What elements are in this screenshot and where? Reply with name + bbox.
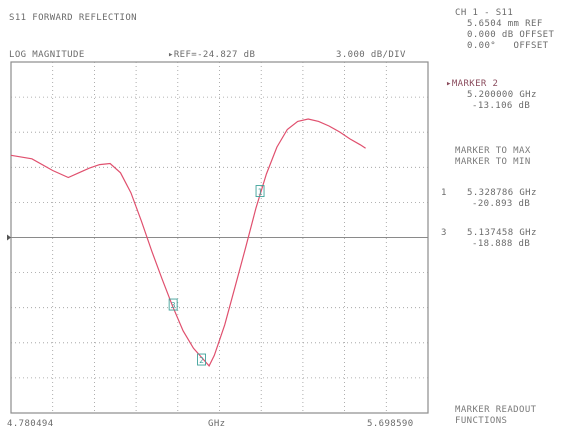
format-label: LOG MAGNITUDE — [9, 50, 85, 60]
marker-3-value: -18.888 dB — [472, 239, 531, 249]
active-marker-frequency: 5.200000 GHz — [467, 90, 537, 100]
x-start-label: 4.780494 — [7, 419, 54, 429]
marker-box — [197, 353, 206, 366]
x-stop-label: 5.698590 — [367, 419, 414, 429]
reference-plane: 5.6504 mm REF — [467, 19, 543, 29]
marker-1[interactable]: 1 — [255, 185, 265, 198]
active-marker-label[interactable]: ▸MARKER 2 — [446, 79, 499, 89]
offset-db: 0.000 dB OFFSET — [467, 30, 555, 40]
marker-readout-functions-item-line-2[interactable]: FUNCTIONS — [455, 416, 508, 426]
markers: 2 1 3 — [168, 185, 265, 366]
active-marker-value: -13.106 dB — [472, 101, 531, 111]
marker-label: 2 — [199, 356, 204, 365]
x-unit-label: GHz — [208, 419, 226, 429]
marker-3-frequency: 5.137458 GHz — [467, 228, 537, 238]
marker-1-number: 1 — [441, 188, 447, 198]
reference-pointer-icon — [7, 234, 11, 241]
marker-3-number: 3 — [441, 228, 447, 238]
reference-readout: ▸REF=-24.827 dB — [168, 50, 256, 60]
marker-readout-functions-item[interactable]: MARKER READOUT — [455, 405, 537, 415]
marker-3[interactable]: 3 — [168, 298, 178, 311]
marker-1-frequency: 5.328786 GHz — [467, 188, 537, 198]
grid — [11, 62, 428, 413]
marker-2[interactable]: 2 — [197, 353, 206, 366]
marker-label: 1 — [258, 188, 263, 197]
marker-to-min-item[interactable]: MARKER TO MIN — [455, 157, 531, 167]
offset-deg: 0.00° OFFSET — [467, 41, 549, 51]
scale-readout: 3.000 dB/DIV — [336, 50, 406, 60]
chart-title: S11 FORWARD REFLECTION — [9, 13, 138, 23]
trace-s11 — [10, 118, 366, 367]
marker-to-max-item[interactable]: MARKER TO MAX — [455, 146, 531, 156]
marker-label: 3 — [171, 301, 176, 310]
marker-box — [255, 185, 265, 198]
marker-box — [168, 298, 178, 311]
channel-label: CH 1 - S11 — [455, 8, 514, 18]
marker-1-value: -20.893 dB — [472, 199, 531, 209]
